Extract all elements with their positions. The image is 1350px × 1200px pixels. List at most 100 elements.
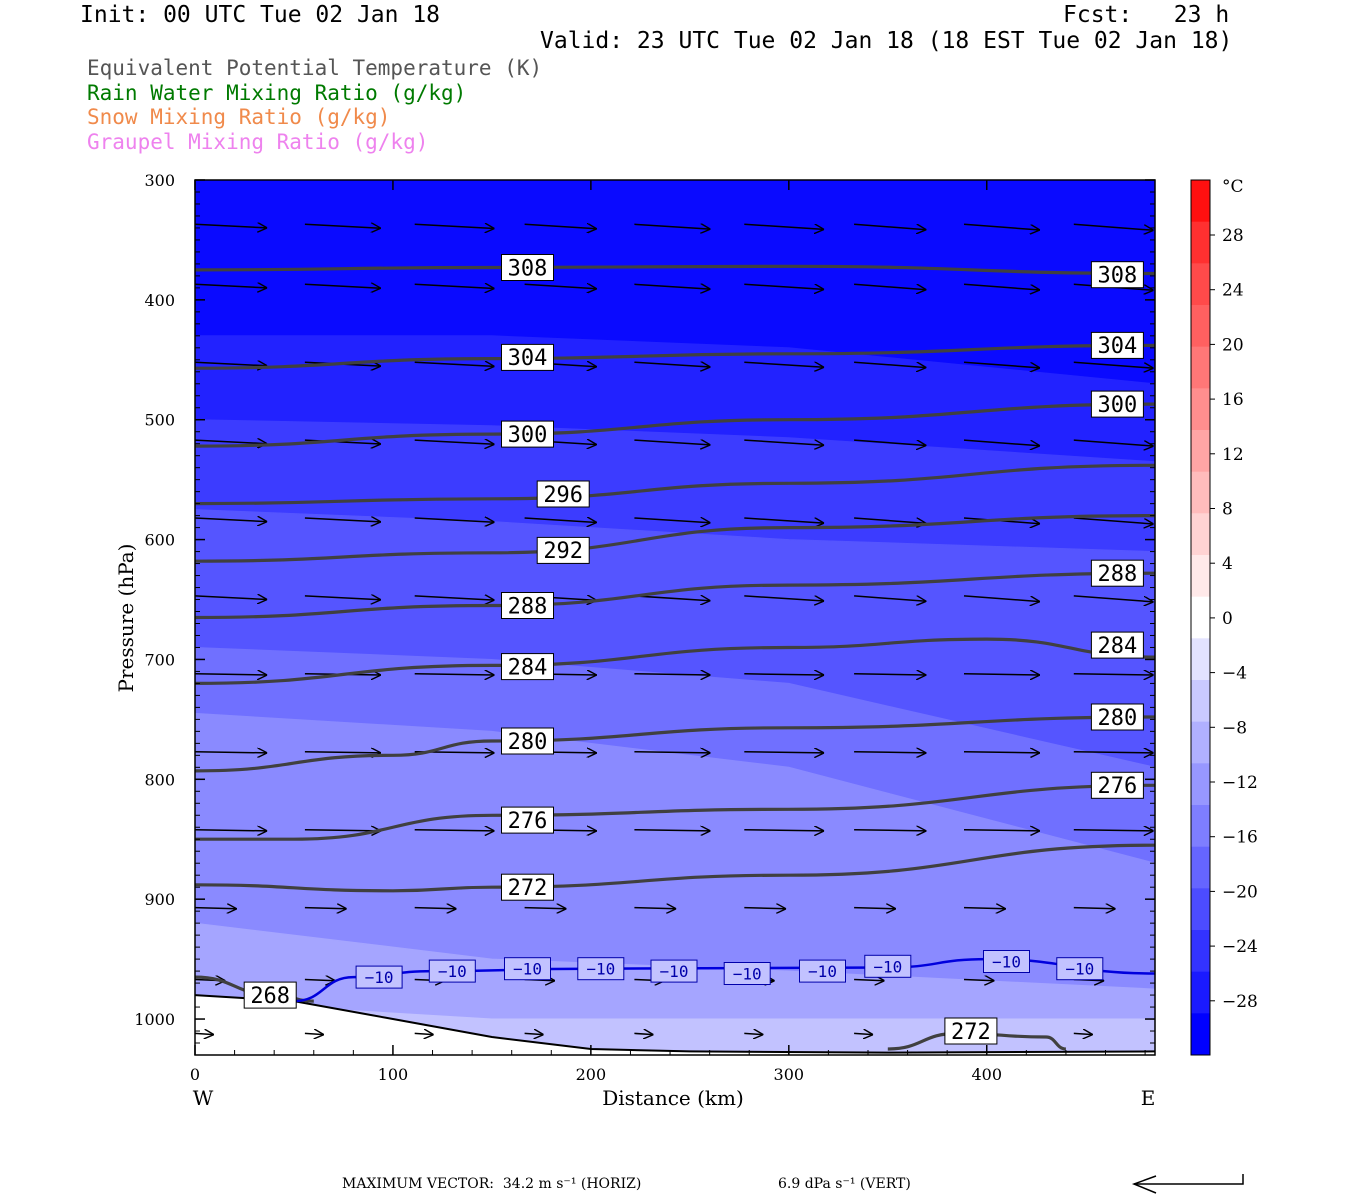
terrain-line bbox=[195, 994, 1155, 1054]
wind-arrow bbox=[1073, 223, 1154, 230]
wind-arrow bbox=[963, 439, 1040, 446]
colorbar-label: 12 bbox=[1222, 445, 1244, 465]
contour-labels: 308 308 304 304 300 300 296 292 288 288 284 284 280 2… bbox=[243, 254, 1144, 1045]
contour-label: 296 bbox=[536, 480, 590, 508]
contour-label: 300 bbox=[501, 420, 554, 448]
y-tick-label: 300 bbox=[144, 171, 175, 190]
wind-arrow bbox=[963, 830, 1040, 831]
contour-label-box bbox=[536, 536, 590, 564]
contour-label: 304 bbox=[1090, 331, 1144, 359]
wind-arrow bbox=[1073, 361, 1154, 368]
wind-arrow bbox=[854, 517, 926, 523]
contour-label-text: 288 bbox=[508, 594, 548, 619]
colorbar-label: −16 bbox=[1222, 828, 1258, 848]
isotherm-label: −10 bbox=[983, 950, 1030, 973]
contour-label-box bbox=[1090, 771, 1144, 799]
colorbar-label: −28 bbox=[1222, 992, 1258, 1012]
contour-label-box bbox=[501, 806, 554, 834]
valid-time: Valid: 23 UTC Tue 02 Jan 18 (18 EST Tue … bbox=[540, 28, 1233, 54]
colorbar-swatch bbox=[1191, 805, 1210, 848]
wind-arrow bbox=[1073, 830, 1154, 831]
isotherm-label-text: −10 bbox=[873, 957, 902, 976]
wind-arrow bbox=[854, 980, 884, 981]
x-tick-label: 100 bbox=[378, 1065, 409, 1084]
theta-e-line bbox=[195, 637, 1155, 685]
theta-e-line bbox=[195, 463, 1155, 506]
x-tick-label: 200 bbox=[576, 1065, 607, 1084]
colorbar-swatch bbox=[1191, 388, 1210, 431]
wind-arrow bbox=[524, 908, 567, 909]
wind-arrow bbox=[1073, 439, 1154, 446]
wind-arrow bbox=[524, 284, 597, 289]
isotherm-label-text: −10 bbox=[992, 953, 1021, 972]
isotherm-label-box bbox=[504, 957, 551, 981]
wind-arrow bbox=[963, 223, 1040, 230]
isotherm-label-box bbox=[723, 962, 771, 985]
contour-label-text: 280 bbox=[1098, 706, 1138, 731]
isotherm-label-text: −10 bbox=[365, 968, 394, 987]
wind-arrow bbox=[854, 674, 926, 675]
wind-arrow bbox=[304, 752, 381, 753]
colorbar-swatch bbox=[1191, 1013, 1210, 1056]
wind-arrow bbox=[304, 518, 381, 522]
contour-label: 276 bbox=[501, 806, 554, 834]
isotherm-label-box bbox=[983, 950, 1030, 973]
y-tick-label: 1000 bbox=[134, 1010, 175, 1029]
wind-arrow bbox=[634, 752, 710, 753]
contour-label-text: 300 bbox=[1098, 393, 1138, 418]
colorbar-swatch bbox=[1191, 346, 1210, 389]
theta-e-line bbox=[195, 343, 1155, 370]
y-tick-label: 900 bbox=[144, 890, 175, 909]
colorbar-label: −12 bbox=[1222, 773, 1258, 793]
colorbar-swatch bbox=[1191, 930, 1210, 973]
wind-arrow bbox=[1073, 674, 1154, 675]
wind-arrow bbox=[634, 1033, 653, 1034]
contour-label: 288 bbox=[501, 592, 554, 619]
isotherm-label-box bbox=[864, 954, 912, 978]
colorbar-label: 8 bbox=[1222, 500, 1233, 520]
colorbar-unit: °C bbox=[1222, 177, 1244, 197]
isotherm-label-text: −10 bbox=[733, 965, 762, 984]
wind-arrow bbox=[963, 980, 994, 981]
forecast-hour: Fcst: 23 h bbox=[1063, 2, 1230, 28]
x-tick-label: 0 bbox=[190, 1065, 200, 1084]
wind-arrow bbox=[414, 518, 495, 522]
colorbar-swatch bbox=[1191, 221, 1210, 264]
east-label: E bbox=[1141, 1086, 1156, 1110]
wind-arrow bbox=[195, 518, 267, 522]
contour-label-box bbox=[536, 480, 590, 508]
wind-arrow bbox=[195, 752, 267, 753]
x-tick-label: 300 bbox=[774, 1065, 805, 1084]
colorbar-label: −24 bbox=[1222, 937, 1258, 957]
isotherm-label: −10 bbox=[650, 959, 698, 983]
wind-arrow bbox=[744, 674, 824, 675]
isotherm-label: −10 bbox=[577, 957, 625, 981]
contour-label-text: 280 bbox=[508, 730, 548, 755]
max-vector-label: MAXIMUM VECTOR: bbox=[342, 1176, 494, 1192]
wind-arrow bbox=[744, 283, 824, 289]
wind-arrow bbox=[963, 752, 1040, 753]
isotherm-label-text: −10 bbox=[808, 962, 837, 981]
contour-label-box bbox=[501, 592, 554, 619]
contour-label: 268 bbox=[243, 981, 297, 1009]
wind-arrow bbox=[195, 224, 267, 228]
plot-frame bbox=[194, 179, 1156, 1056]
wind-arrow bbox=[963, 283, 1040, 290]
x-tick-label: 400 bbox=[971, 1065, 1002, 1084]
wind-arrow bbox=[195, 830, 267, 831]
wind-arrow bbox=[414, 362, 495, 366]
contour-label-text: 308 bbox=[508, 256, 548, 281]
init-time: Init: 00 UTC Tue 02 Jan 18 bbox=[80, 2, 441, 28]
contour-label-text: 300 bbox=[508, 423, 548, 448]
theta-e-line bbox=[195, 843, 1155, 893]
x-axis-label: Distance (km) bbox=[602, 1086, 744, 1110]
contour-label-box bbox=[501, 420, 554, 448]
wind-arrow bbox=[195, 674, 267, 675]
wind-arrow bbox=[963, 361, 1040, 368]
isotherm-label-text: −10 bbox=[586, 960, 615, 979]
isotherm-label-text: −10 bbox=[660, 962, 689, 981]
wind-arrow bbox=[744, 223, 824, 229]
colorbar-swatch bbox=[1191, 888, 1210, 931]
wind-arrow bbox=[414, 284, 495, 288]
